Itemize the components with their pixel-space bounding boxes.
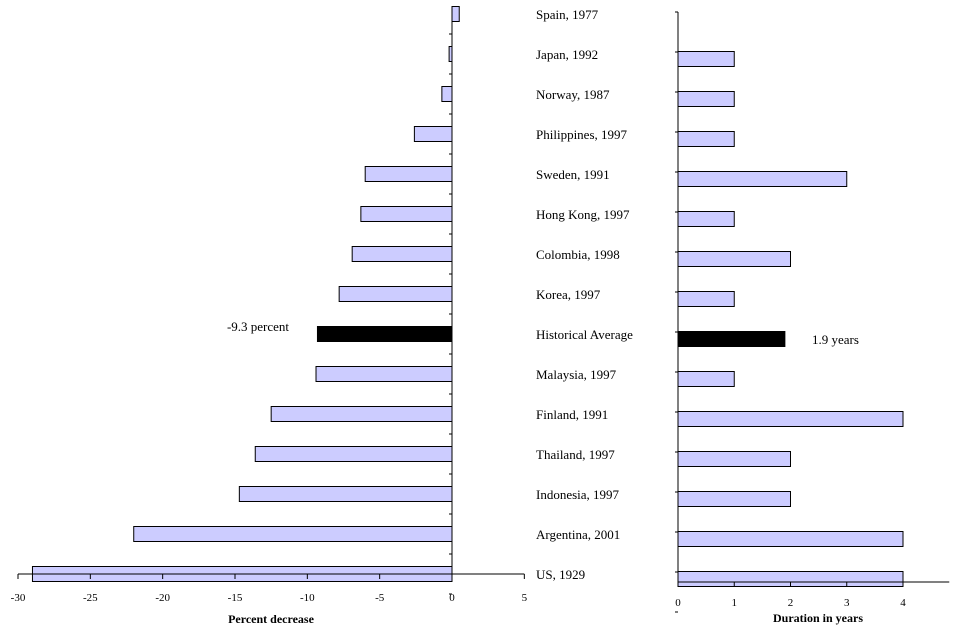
bar-right [677,371,735,387]
category-label: Spain, 1977 [536,7,599,22]
left-x-tick-label: -10 [300,592,315,604]
left-x-tick-label: 5 [522,592,528,604]
category-label: Finland, 1991 [536,407,608,422]
bar-right [677,91,735,107]
bar-right [677,51,735,67]
left-annotation: -9.3 percent [227,319,289,334]
bar-right [677,291,735,307]
bar-right [677,451,791,467]
bar-right-historical-average [677,331,786,347]
bar-right [677,171,848,187]
right-x-tick-label: 3 [844,597,850,609]
right-x-tick-label: 0 [675,597,681,609]
category-label: Hong Kong, 1997 [536,207,630,222]
bar-left [270,406,453,422]
bar-left [360,206,453,222]
right-x-tick-label: 4 [900,597,906,609]
bar-left-historical-average [316,326,453,342]
right-x-tick-label: 2 [788,597,794,609]
percent-decrease-chart: -30 -25 -20 -15 -10 -5 0 5 Percent decrease -9.3 … [11,6,528,626]
bar-left [351,246,453,262]
bar-left [238,486,453,502]
category-label: US, 1929 [536,567,585,582]
right-axis-title: Duration in years [773,611,863,625]
left-x-tick-label: -25 [83,592,98,604]
category-label: Philippines, 1997 [536,127,628,142]
left-x-tick-label: -20 [155,592,170,604]
left-x-tick-label: -15 [228,592,243,604]
category-label: Thailand, 1997 [536,447,615,462]
bar-right [677,251,791,267]
category-label: Indonesia, 1997 [536,487,620,502]
bar-left [315,366,453,382]
left-axis-title: Percent decrease [228,612,315,626]
right-annotation: 1.9 years [812,332,859,347]
category-label: Norway, 1987 [536,87,610,102]
category-label: Malaysia, 1997 [536,367,617,382]
duration-chart: 0 1 2 3 4 Duration in years 1.9 years [675,11,950,625]
bar-right [677,411,904,427]
left-x-tick-label: -5 [375,592,385,604]
bar-left [441,86,453,102]
category-label: Historical Average [536,327,633,342]
category-label: Korea, 1997 [536,287,601,302]
bar-right [677,531,904,547]
category-label: Colombia, 1998 [536,247,620,262]
right-x-tick-label: 1 [732,597,738,609]
bar-left [338,286,453,302]
bar-right [677,131,735,147]
bar-left [254,446,453,462]
category-label: Sweden, 1991 [536,167,610,182]
left-x-tick-label: -30 [11,592,26,604]
bar-left [364,166,453,182]
bar-right [677,491,791,507]
country-labels: Spain, 1977 Japan, 1992 Norway, 1987 Philip… [536,7,633,582]
category-label: Argentina, 2001 [536,527,620,542]
bar-right [677,211,735,227]
bar-left [133,526,453,542]
category-label: Japan, 1992 [536,47,598,62]
left-x-tick-label: 0 [449,592,455,604]
bar-left [413,126,453,142]
bar-left [451,6,460,22]
